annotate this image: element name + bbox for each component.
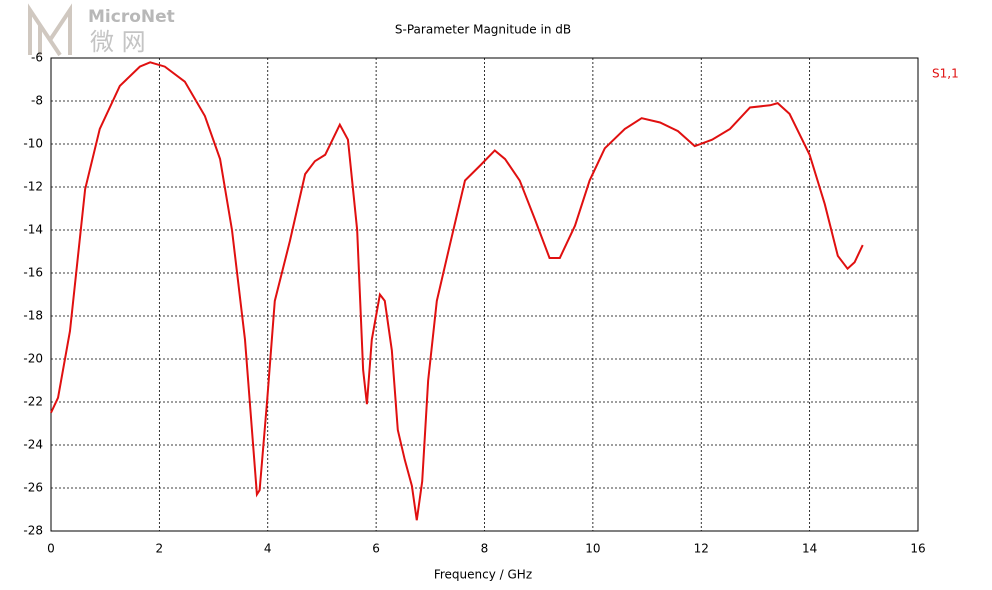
y-tick-label: -12: [23, 180, 43, 194]
watermark-logo: [28, 3, 72, 57]
y-tick-label: -20: [23, 352, 43, 366]
x-tick-label: 10: [585, 542, 600, 556]
x-tick-label: 6: [372, 542, 380, 556]
x-tick-label: 2: [156, 542, 164, 556]
y-tick-label: -24: [23, 438, 43, 452]
x-tick-label: 0: [47, 542, 55, 556]
watermark-brand: MicroNet: [88, 7, 175, 27]
y-tick-label: -6: [31, 51, 43, 65]
chart-title: S-Parameter Magnitude in dB: [395, 23, 571, 37]
x-axis-label: Frequency / GHz: [434, 568, 532, 582]
x-tick-label: 12: [694, 542, 709, 556]
y-tick-label: -16: [23, 266, 43, 280]
y-tick-label: -14: [23, 223, 43, 237]
x-tick-label: 8: [481, 542, 489, 556]
x-tick-label: 14: [802, 542, 817, 556]
y-tick-label: -26: [23, 481, 43, 495]
x-tick-label: 16: [910, 542, 925, 556]
y-tick-label: -10: [23, 137, 43, 151]
y-tick-label: -22: [23, 395, 43, 409]
series-line: [50, 61, 864, 521]
y-tick-label: -18: [23, 309, 43, 323]
x-tick-label: 4: [264, 542, 272, 556]
watermark-subtitle: 微 网: [90, 28, 146, 56]
y-tick-label: -28: [23, 524, 43, 538]
y-tick-label: -8: [31, 94, 43, 108]
legend-label: S1,1: [932, 67, 959, 81]
